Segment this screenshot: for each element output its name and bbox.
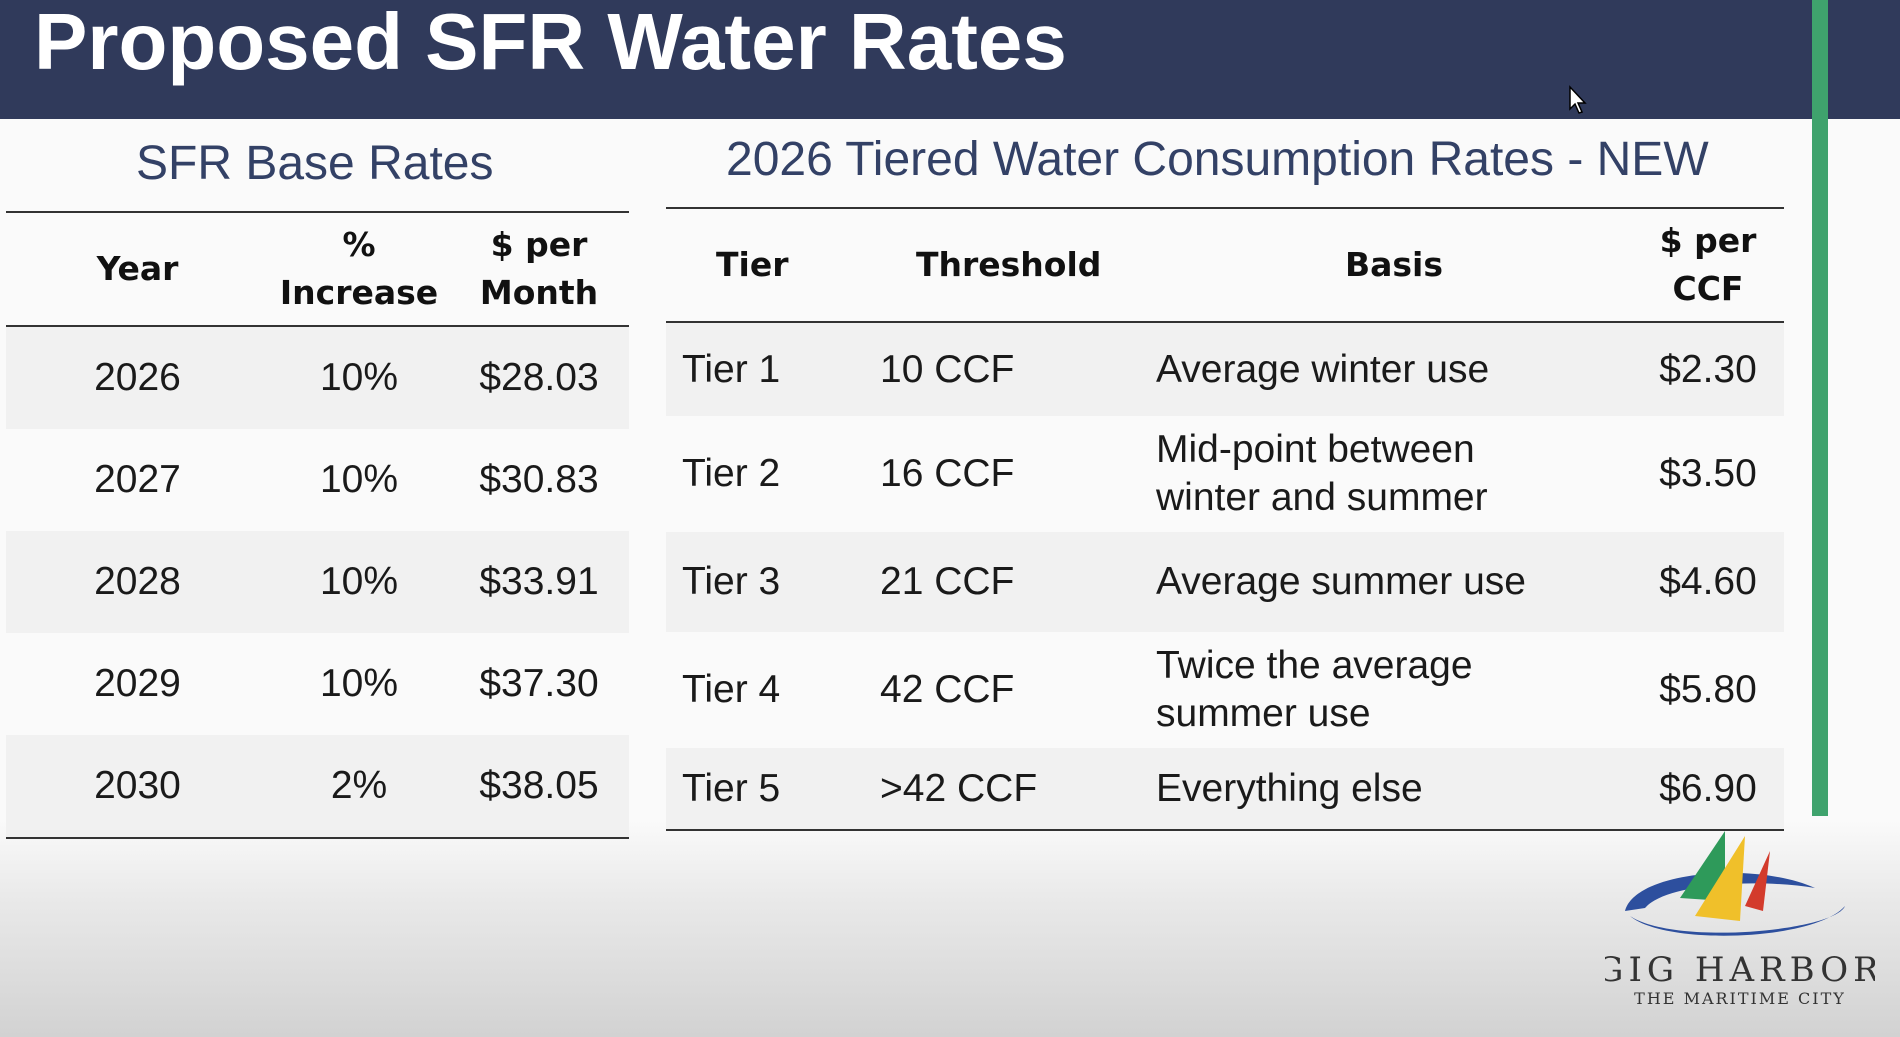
- threshold-cell: 21 CCF: [880, 532, 1156, 632]
- table-row: Tier 4 42 CCF Twice the average summer us…: [666, 632, 1784, 748]
- table-row: 2030 2% $38.05: [6, 735, 629, 838]
- year-cell: 2028: [6, 531, 269, 633]
- per-ccf-cell: $3.50: [1659, 452, 1757, 495]
- tiered-rates-heading: 2026 Tiered Water Consumption Rates - NE…: [726, 133, 1709, 186]
- table-header-row: Year % Increase $ per Month: [6, 212, 629, 327]
- year-cell: 2026: [6, 326, 269, 429]
- per-month-cell: $33.91: [449, 531, 629, 633]
- per-ccf-cell: $2.30: [1632, 322, 1784, 416]
- logo-name: GIG HARBOR: [1605, 950, 1875, 990]
- tier-cell: Tier 3: [666, 532, 880, 632]
- per-month-cell: $37.30: [479, 662, 599, 705]
- tier-cell: Tier 2: [682, 452, 781, 495]
- basis-cell: Everything else: [1156, 748, 1632, 830]
- sailboats-logo-icon: GIG HARBOR THE MARITIME CITY: [1596, 831, 1879, 1008]
- per-ccf-cell: $6.90: [1632, 748, 1784, 830]
- table-row: 2027 10% $30.83: [6, 429, 629, 531]
- tier-cell: Tier 4: [682, 668, 781, 711]
- increase-cell: 10%: [269, 531, 449, 633]
- increase-cell: 2%: [269, 735, 449, 838]
- per-month-cell: $38.05: [449, 735, 629, 838]
- tier-header: Tier: [666, 208, 880, 323]
- table-row: Tier 5 >42 CCF Everything else $6.90: [666, 748, 1784, 830]
- threshold-header: Threshold: [880, 208, 1156, 323]
- year-cell: 2030: [6, 735, 269, 838]
- per-ccf-cell: $4.60: [1632, 532, 1784, 632]
- per-month-cell: $30.83: [479, 458, 599, 501]
- increase-cell: 10%: [319, 662, 399, 705]
- basis-cell: Average summer use: [1156, 532, 1632, 632]
- threshold-cell: 42 CCF: [880, 668, 1015, 711]
- basis-cell: Mid-point between winter and summer: [1156, 428, 1488, 519]
- tier-cell: Tier 5: [666, 748, 880, 830]
- table-row: Tier 3 21 CCF Average summer use $4.60: [666, 532, 1784, 632]
- basis-header: Basis: [1156, 208, 1632, 323]
- increase-cell: 10%: [319, 458, 399, 501]
- table-row: 2026 10% $28.03: [6, 326, 629, 429]
- year-cell: 2027: [94, 458, 181, 501]
- threshold-cell: >42 CCF: [880, 748, 1156, 830]
- base-rates-table: Year % Increase $ per Month 2026 10% $28.0…: [6, 211, 629, 839]
- basis-cell: Average winter use: [1156, 322, 1632, 416]
- per-ccf-cell: $5.80: [1659, 668, 1757, 711]
- per-month-cell: $28.03: [449, 326, 629, 429]
- accent-bar: [1812, 0, 1828, 816]
- increase-cell: 10%: [269, 326, 449, 429]
- increase-header: % Increase: [269, 212, 449, 327]
- per-month-header: $ per Month: [449, 212, 629, 327]
- threshold-cell: 16 CCF: [880, 452, 1015, 495]
- tiered-rates-table: Tier Threshold Basis $ per CCF Tier 1 10…: [666, 207, 1784, 831]
- table-header-row: Tier Threshold Basis $ per CCF: [666, 208, 1784, 323]
- base-rates-heading: SFR Base Rates: [136, 137, 494, 190]
- year-cell: 2029: [94, 662, 181, 705]
- gig-harbor-logo: GIG HARBOR THE MARITIME CITY: [1596, 826, 1879, 1026]
- basis-cell: Twice the average summer use: [1156, 644, 1473, 735]
- threshold-cell: 10 CCF: [880, 322, 1156, 416]
- logo-tagline: THE MARITIME CITY: [1634, 989, 1846, 1008]
- title-bar: Proposed SFR Water Rates: [0, 0, 1900, 119]
- tier-cell: Tier 1: [666, 322, 880, 416]
- table-row: 2028 10% $33.91: [6, 531, 629, 633]
- per-ccf-header: $ per CCF: [1632, 208, 1784, 323]
- year-header: Year: [6, 212, 269, 327]
- mouse-cursor-icon: [1569, 85, 1587, 114]
- table-row: 2029 10% $37.30: [6, 633, 629, 735]
- table-row: Tier 2 16 CCF Mid-point between winter an…: [666, 416, 1784, 532]
- slide-title: Proposed SFR Water Rates: [34, 0, 1067, 86]
- table-row: Tier 1 10 CCF Average winter use $2.30: [666, 322, 1784, 416]
